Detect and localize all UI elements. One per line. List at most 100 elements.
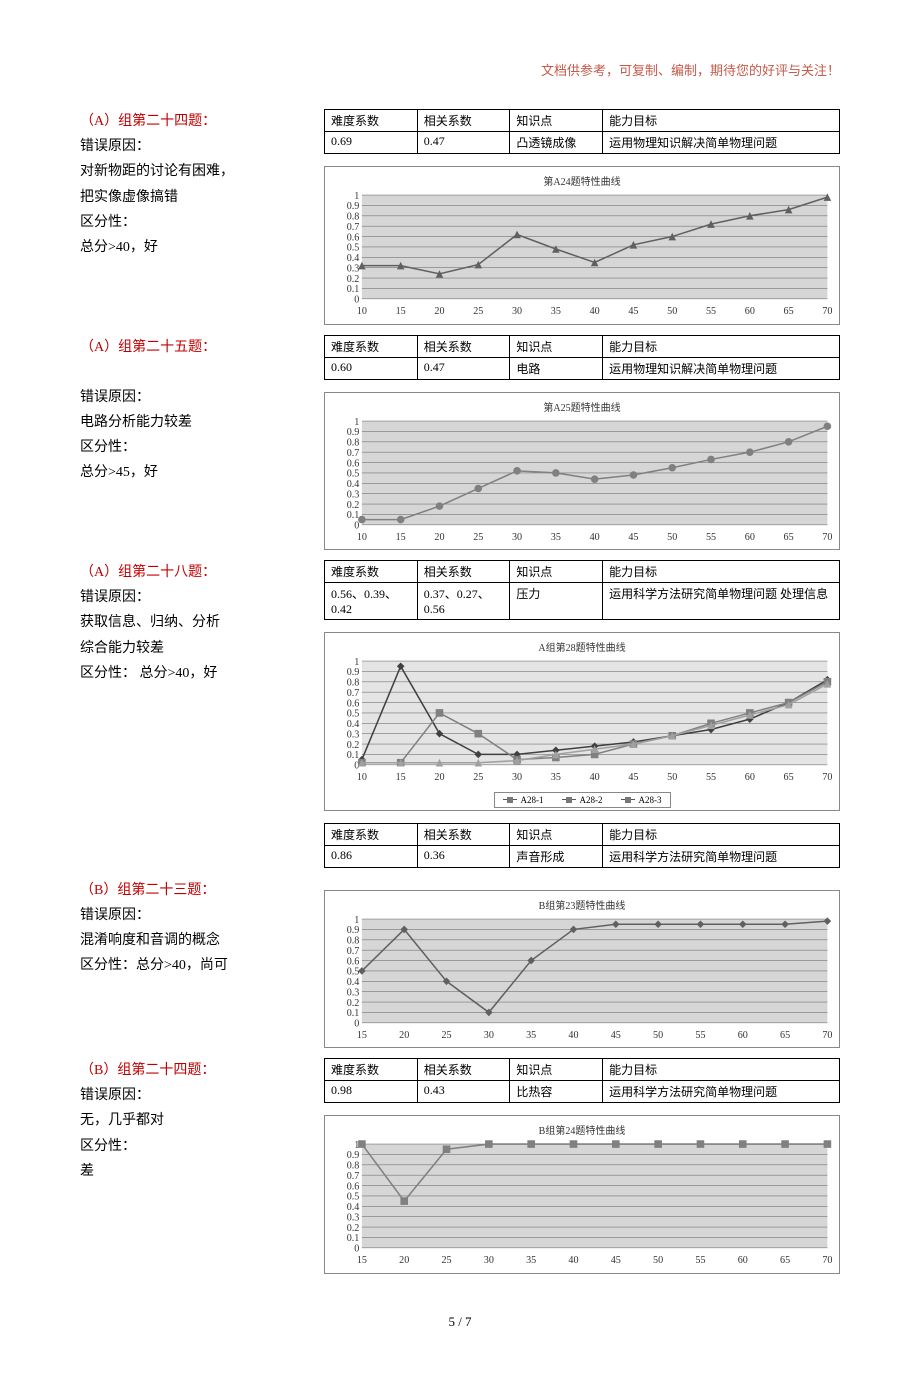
- svg-text:0.4: 0.4: [347, 1202, 360, 1213]
- question-block: （B）组第二十三题：错误原因：混淆响度和音调的概念区分性：总分>40，尚可B组第…: [80, 878, 840, 1049]
- chart-title: 第A25题特性曲线: [329, 399, 835, 414]
- page-number: 5 / 7: [80, 1314, 840, 1330]
- svg-text:60: 60: [745, 306, 755, 317]
- svg-text:45: 45: [628, 306, 638, 317]
- question-block: （B）组第二十四题：错误原因：无，几乎都对区分性：差难度系数相关系数知识点能力目…: [80, 1058, 840, 1274]
- svg-text:70: 70: [822, 531, 832, 542]
- svg-text:60: 60: [738, 1029, 748, 1040]
- svg-text:0.2: 0.2: [347, 499, 360, 510]
- table-header: 相关系数: [417, 110, 510, 132]
- right-column: 难度系数相关系数知识点能力目标0.690.47凸透镜成像运用物理知识解决简单物理…: [324, 109, 840, 325]
- svg-text:0.6: 0.6: [347, 232, 360, 243]
- svg-text:0.5: 0.5: [347, 709, 360, 720]
- right-column: B组第23题特性曲线00.10.20.30.40.50.60.70.80.911…: [324, 878, 840, 1049]
- svg-text:0.3: 0.3: [347, 489, 360, 500]
- text-line: 无，几乎都对: [80, 1108, 300, 1133]
- question-title: （B）组第二十四题：: [80, 1058, 300, 1083]
- svg-text:0.2: 0.2: [347, 997, 360, 1008]
- svg-text:0.6: 0.6: [347, 698, 360, 709]
- question-title: （B）组第二十三题：: [80, 878, 300, 903]
- info-table: 难度系数相关系数知识点能力目标0.980.43比热容运用科学方法研究简单物理问题: [324, 1058, 840, 1103]
- legend-item: A28-2: [562, 795, 603, 805]
- svg-text:60: 60: [738, 1255, 748, 1266]
- svg-text:0.7: 0.7: [347, 447, 360, 458]
- text-line: 获取信息、归纳、分析: [80, 610, 300, 635]
- svg-text:50: 50: [667, 306, 677, 317]
- question-title: （A）组第二十八题：: [80, 560, 300, 585]
- svg-text:35: 35: [526, 1255, 536, 1266]
- text-line: 错误原因：: [80, 903, 300, 928]
- question-title: （A）组第二十四题：: [80, 109, 300, 134]
- chart: B组第23题特性曲线00.10.20.30.40.50.60.70.80.911…: [324, 890, 840, 1049]
- svg-text:0.9: 0.9: [347, 1150, 360, 1161]
- svg-text:65: 65: [780, 1029, 790, 1040]
- svg-text:55: 55: [706, 531, 716, 542]
- table-cell: 0.37、0.27、0.56: [417, 583, 510, 620]
- svg-text:0.4: 0.4: [347, 719, 360, 730]
- svg-text:60: 60: [745, 531, 755, 542]
- text-line: 总分>40，好: [80, 235, 300, 260]
- svg-text:0.8: 0.8: [347, 212, 360, 223]
- table-header: 相关系数: [417, 823, 510, 845]
- left-column: （B）组第二十四题：错误原因：无，几乎都对区分性：差: [80, 1058, 300, 1184]
- table-cell: 0.43: [417, 1081, 510, 1103]
- svg-text:0.9: 0.9: [347, 427, 360, 438]
- svg-text:25: 25: [441, 1029, 451, 1040]
- svg-text:65: 65: [784, 772, 794, 783]
- svg-text:40: 40: [590, 531, 600, 542]
- right-column: 难度系数相关系数知识点能力目标0.980.43比热容运用科学方法研究简单物理问题…: [324, 1058, 840, 1274]
- svg-text:40: 40: [590, 772, 600, 783]
- question-block: （A）组第二十五题： 错误原因：电路分析能力较差区分性：总分>45，好难度系数相…: [80, 335, 840, 551]
- svg-text:0.5: 0.5: [347, 1192, 360, 1203]
- svg-text:0.7: 0.7: [347, 222, 360, 233]
- svg-text:50: 50: [667, 531, 677, 542]
- svg-text:70: 70: [822, 772, 832, 783]
- chart-title: 第A24题特性曲线: [329, 173, 835, 188]
- svg-text:0.3: 0.3: [347, 1212, 360, 1223]
- chart-legend: A28-1A28-2A28-3: [494, 792, 671, 808]
- text-line: 把实像虚像搞错: [80, 185, 300, 210]
- left-column: （A）组第二十八题：错误原因：获取信息、归纳、分析综合能力较差区分性： 总分>4…: [80, 560, 300, 686]
- svg-text:30: 30: [512, 306, 522, 317]
- table-cell: 运用科学方法研究简单物理问题: [603, 1081, 840, 1103]
- svg-text:20: 20: [434, 772, 444, 783]
- svg-text:10: 10: [357, 306, 367, 317]
- table-header: 难度系数: [325, 823, 418, 845]
- svg-text:25: 25: [473, 531, 483, 542]
- svg-text:50: 50: [653, 1029, 663, 1040]
- svg-text:0.7: 0.7: [347, 1171, 360, 1182]
- svg-text:40: 40: [590, 306, 600, 317]
- svg-text:35: 35: [551, 531, 561, 542]
- chart: A组第28题特性曲线00.10.20.30.40.50.60.70.80.911…: [324, 632, 840, 811]
- svg-text:0.3: 0.3: [347, 263, 360, 274]
- chart: 第A25题特性曲线00.10.20.30.40.50.60.70.80.9110…: [324, 392, 840, 551]
- svg-text:50: 50: [653, 1255, 663, 1266]
- header-note: 文档供参考，可复制、编制，期待您的好评与关注！: [80, 60, 840, 79]
- question-block: （A）组第二十八题：错误原因：获取信息、归纳、分析综合能力较差区分性： 总分>4…: [80, 560, 840, 868]
- svg-text:0.9: 0.9: [347, 201, 360, 212]
- text-line: 错误原因：: [80, 585, 300, 610]
- svg-text:0: 0: [354, 1244, 359, 1255]
- svg-text:25: 25: [441, 1255, 451, 1266]
- svg-text:10: 10: [357, 772, 367, 783]
- table-cell: 0.60: [325, 357, 418, 379]
- legend-item: A28-1: [503, 795, 544, 805]
- table-cell: 电路: [510, 357, 603, 379]
- svg-text:0.1: 0.1: [347, 284, 360, 295]
- table-header: 知识点: [510, 1059, 603, 1081]
- chart: 第A24题特性曲线00.10.20.30.40.50.60.70.80.9110…: [324, 166, 840, 325]
- right-column: 难度系数相关系数知识点能力目标0.56、0.39、0.420.37、0.27、0…: [324, 560, 840, 868]
- svg-text:0.9: 0.9: [347, 925, 360, 936]
- table-header: 知识点: [510, 561, 603, 583]
- chart: B组第24题特性曲线00.10.20.30.40.50.60.70.80.911…: [324, 1115, 840, 1274]
- svg-text:30: 30: [484, 1255, 494, 1266]
- svg-text:65: 65: [784, 306, 794, 317]
- table-header: 知识点: [510, 335, 603, 357]
- svg-text:30: 30: [512, 772, 522, 783]
- svg-text:20: 20: [399, 1255, 409, 1266]
- table-header: 相关系数: [417, 1059, 510, 1081]
- svg-text:65: 65: [780, 1255, 790, 1266]
- svg-text:1: 1: [354, 914, 359, 925]
- svg-text:0.3: 0.3: [347, 729, 360, 740]
- svg-text:0.8: 0.8: [347, 1161, 360, 1172]
